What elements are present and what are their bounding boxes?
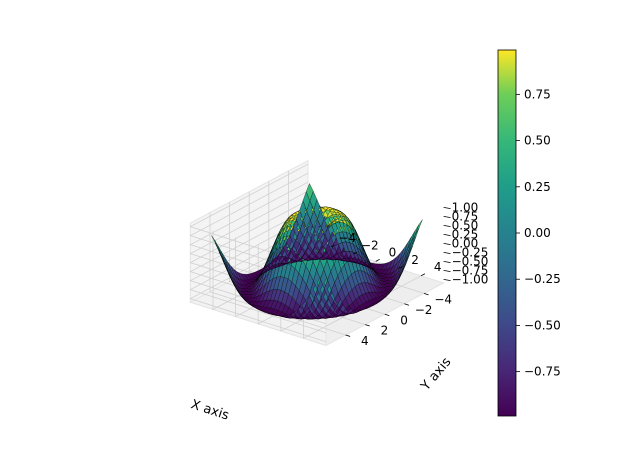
z-tick [443, 261, 451, 264]
y-tick [404, 303, 410, 306]
z-tick [443, 252, 451, 255]
colorbar-tick-label: 0.00 [524, 226, 551, 240]
axis-ticks: −4−2024−4−2024−1.00−0.75−0.50−0.250.000.… [330, 200, 489, 348]
colorbar-gradient [497, 49, 517, 417]
y-gridline [209, 212, 346, 336]
z-tick-label: −0.50 [452, 254, 489, 268]
x-tick-label: 4 [434, 260, 442, 274]
x-tick-label: −4 [338, 231, 356, 245]
x-tick [375, 258, 380, 262]
z-tick [443, 234, 451, 237]
colorbar-tick-label: 0.50 [524, 134, 551, 148]
y-tick [423, 293, 429, 296]
y-tick-label: 0 [400, 313, 408, 327]
z-tick [443, 279, 451, 282]
x-tick [398, 266, 403, 269]
z-tick [443, 225, 451, 228]
y-tick [345, 334, 351, 337]
z-tick-label: 0.25 [452, 227, 479, 241]
y-tick-label: 4 [361, 334, 369, 348]
colorbar-tick-label: −0.75 [524, 365, 561, 379]
z-tick [443, 207, 451, 210]
x-tick-label: 0 [389, 246, 397, 260]
z-tick [443, 216, 451, 219]
z-tick-label: −1.00 [452, 272, 489, 286]
z-gridline [189, 226, 327, 334]
colorbar-tick-label: −0.25 [524, 272, 561, 286]
z-tick-label: 0.50 [452, 218, 479, 232]
surface-mesh [211, 183, 423, 320]
x-tick-label: −2 [361, 238, 379, 252]
z-tick [443, 270, 451, 273]
z-tick-label: 1.00 [452, 200, 479, 214]
y-axis-label: Y axis [418, 355, 455, 395]
z-tick-label: 0.75 [452, 209, 479, 223]
colorbar-tick-label: −0.50 [524, 318, 561, 332]
surface-face [415, 219, 423, 235]
x-tick [420, 273, 426, 277]
z-tick-label: −0.75 [452, 263, 489, 277]
y-tick-label: −2 [415, 303, 433, 317]
y-tick-label: −4 [434, 293, 452, 307]
x-tick [353, 251, 358, 255]
colorbar-ticks: −0.75 −0.50 −0.25 0.00 0.25 0.50 0.75 [516, 87, 561, 379]
y-tick-label: 2 [381, 324, 389, 338]
colorbar-tick-label: 0.75 [524, 87, 551, 101]
x-axis-label: X axis [189, 397, 231, 423]
z-tick-label: 0.00 [452, 236, 479, 250]
colorbar: −0.75 −0.50 −0.25 0.00 0.25 0.50 0.75 [497, 49, 561, 417]
y-tick [384, 313, 390, 317]
x-tick [330, 244, 335, 248]
z-tick-label: −0.25 [452, 245, 489, 259]
colorbar-tick-label: 0.25 [524, 180, 551, 194]
y-tick [365, 324, 370, 327]
x-tick-label: 2 [411, 253, 419, 267]
z-tick [443, 243, 451, 246]
